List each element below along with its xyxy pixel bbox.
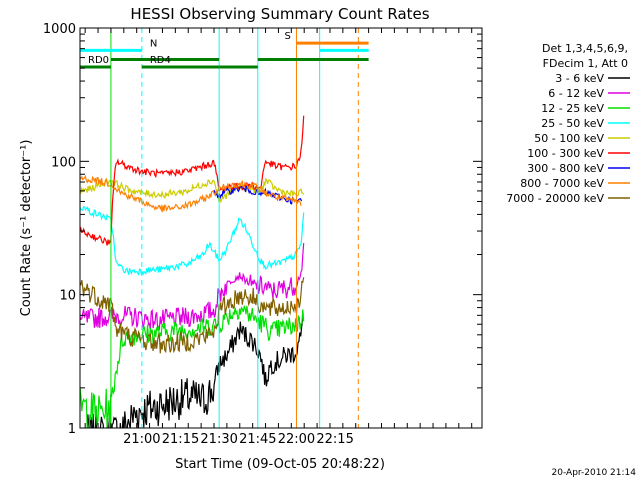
series-line-3-6-kev xyxy=(86,316,304,428)
series-line-6-12-kev xyxy=(80,243,305,331)
series-line-25-50-kev xyxy=(80,206,305,277)
x-axis-title: Start Time (09-Oct-05 20:48:22) xyxy=(175,457,385,472)
flag-label: S xyxy=(284,31,290,42)
footer-date: 20-Apr-2010 21:14 xyxy=(552,468,637,478)
legend-entry-label: 3 - 6 keV xyxy=(555,72,604,85)
x-tick-label: 22:00 xyxy=(278,432,315,447)
series-line-12-25-kev xyxy=(80,304,305,428)
series-line-50-100-kev xyxy=(80,177,305,204)
legend-entry-label: 300 - 800 keV xyxy=(527,162,604,175)
y-tick-label: 10 xyxy=(59,289,76,304)
y-tick-label: 1000 xyxy=(43,22,76,37)
legend-entry-label: 100 - 300 keV xyxy=(527,147,604,160)
x-tick-label: 21:30 xyxy=(200,432,237,447)
x-tick-label: 21:00 xyxy=(123,432,160,447)
chart-title: HESSI Observing Summary Count Rates xyxy=(130,5,429,23)
legend-entry-label: 6 - 12 keV xyxy=(548,87,604,100)
x-tick-label: 21:45 xyxy=(239,432,276,447)
x-tick-label: 21:15 xyxy=(162,432,199,447)
plot-frame xyxy=(79,27,483,429)
flag-label: RD4 xyxy=(150,55,171,66)
series-line-100-300-kev xyxy=(80,115,305,246)
legend-entry-label: 7000 - 20000 keV xyxy=(506,192,604,205)
flag-label: N xyxy=(150,38,157,49)
y-tick-label: 1 xyxy=(68,422,76,437)
legend-entry-label: 50 - 100 keV xyxy=(534,132,604,145)
series-line-800-7000-kev xyxy=(80,174,302,213)
legend-entry-label: 800 - 7000 keV xyxy=(520,177,604,190)
flag-label: RD0 xyxy=(88,55,109,66)
legend: Det 1,3,4,5,6,9, FDecim 1, Att 0 3 - 6 keV… xyxy=(506,42,630,205)
series-line-7000-20000-kev xyxy=(80,277,305,354)
legend-header: FDecim 1, Att 0 xyxy=(543,57,628,70)
y-axis-title: Count Rate (s⁻¹ detector⁻¹) xyxy=(19,140,34,317)
legend-header: Det 1,3,4,5,6,9, xyxy=(542,42,628,55)
legend-entry-label: 12 - 25 keV xyxy=(541,102,604,115)
legend-entry-label: 25 - 50 keV xyxy=(541,117,604,130)
x-tick-label: 22:15 xyxy=(316,432,353,447)
y-tick-label: 100 xyxy=(51,155,76,170)
